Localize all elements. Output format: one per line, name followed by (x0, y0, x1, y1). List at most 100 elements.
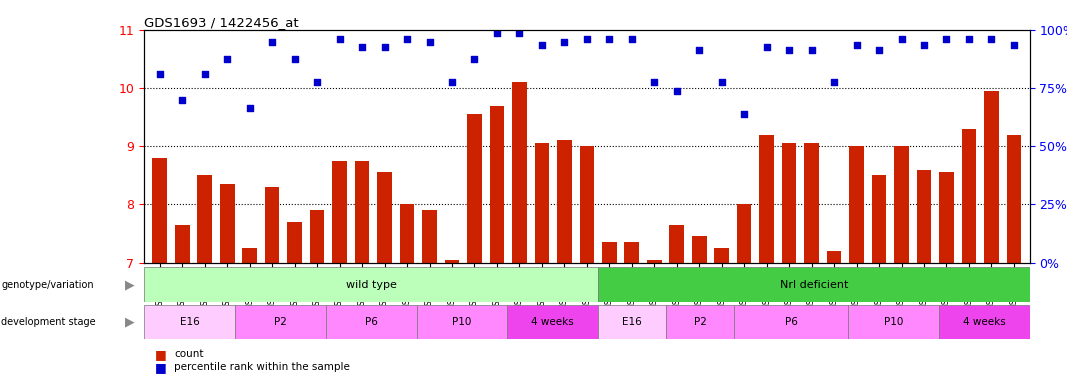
Point (376, 45, 393, 51)
Text: ■: ■ (155, 361, 166, 374)
Bar (579, 146, 594, 262)
Bar (378, 172, 392, 262)
Point (601, 36, 618, 42)
Bar (872, 176, 887, 262)
Text: P6: P6 (365, 317, 378, 327)
Bar (153, 158, 168, 262)
Bar (354, 161, 369, 262)
Point (511, 30, 528, 36)
Bar (782, 143, 796, 262)
Bar (144, 305, 235, 339)
Point (781, 47, 798, 53)
Bar (220, 184, 235, 262)
Bar (242, 248, 257, 262)
Bar (691, 236, 706, 262)
Text: P10: P10 (452, 317, 472, 327)
Bar (557, 141, 572, 262)
Bar (666, 305, 734, 339)
Bar (512, 82, 527, 262)
Bar (287, 222, 302, 262)
Text: ▶: ▶ (125, 278, 134, 291)
Point (690, 47, 707, 53)
Bar (490, 106, 505, 262)
Point (421, 39, 439, 45)
Bar (1006, 135, 1021, 262)
Bar (939, 305, 1030, 339)
Point (915, 42, 933, 48)
Text: Nrl deficient: Nrl deficient (780, 280, 848, 290)
Bar (400, 204, 414, 262)
Text: count: count (174, 350, 204, 359)
Bar (599, 305, 666, 339)
Bar (235, 305, 325, 339)
Text: percentile rank within the sample: percentile rank within the sample (174, 363, 350, 372)
Bar (737, 204, 751, 262)
Bar (669, 225, 684, 262)
Text: ▶: ▶ (125, 316, 134, 328)
Point (759, 45, 776, 51)
Text: P6: P6 (785, 317, 798, 327)
Bar (848, 305, 939, 339)
Text: 4 weeks: 4 weeks (962, 317, 1005, 327)
Text: E16: E16 (622, 317, 642, 327)
Point (534, 42, 551, 48)
Point (713, 80, 730, 86)
Bar (197, 176, 212, 262)
Text: 4 weeks: 4 weeks (531, 317, 574, 327)
Point (466, 56, 483, 62)
Point (286, 56, 303, 62)
Point (578, 36, 595, 42)
Bar (602, 242, 617, 262)
Bar (894, 146, 909, 262)
Point (331, 36, 348, 42)
Point (489, 30, 506, 36)
Text: genotype/variation: genotype/variation (1, 280, 94, 290)
Bar (961, 129, 976, 262)
Bar (535, 143, 550, 262)
Bar (805, 143, 819, 262)
Point (219, 56, 236, 62)
Bar (939, 172, 954, 262)
Bar (445, 260, 459, 262)
Point (803, 47, 821, 53)
Point (264, 39, 281, 45)
Bar (849, 146, 864, 262)
Point (735, 111, 752, 117)
Text: E16: E16 (179, 317, 200, 327)
Text: GDS1693 / 1422456_at: GDS1693 / 1422456_at (144, 16, 299, 29)
Bar (624, 242, 639, 262)
Text: development stage: development stage (1, 317, 96, 327)
Bar (416, 305, 508, 339)
Point (848, 42, 865, 48)
Text: ■: ■ (155, 348, 166, 361)
Bar (309, 210, 324, 262)
Point (1005, 42, 1022, 48)
Point (241, 105, 258, 111)
Point (398, 36, 415, 42)
Point (152, 70, 169, 76)
Point (826, 80, 843, 86)
Point (871, 47, 888, 53)
Point (960, 36, 977, 42)
Bar (325, 305, 416, 339)
Point (196, 70, 213, 76)
Bar (175, 225, 190, 262)
Point (353, 45, 370, 51)
Bar (647, 260, 662, 262)
Bar (599, 267, 1030, 302)
Point (444, 80, 461, 86)
Point (938, 36, 955, 42)
Bar (423, 210, 436, 262)
Bar (467, 114, 482, 262)
Bar (984, 91, 999, 262)
Bar (144, 267, 599, 302)
Point (646, 80, 663, 86)
Bar (508, 305, 599, 339)
Bar (760, 135, 774, 262)
Point (668, 88, 685, 94)
Point (623, 36, 640, 42)
Point (174, 97, 191, 103)
Bar (827, 251, 842, 262)
Point (308, 80, 325, 86)
Point (893, 36, 910, 42)
